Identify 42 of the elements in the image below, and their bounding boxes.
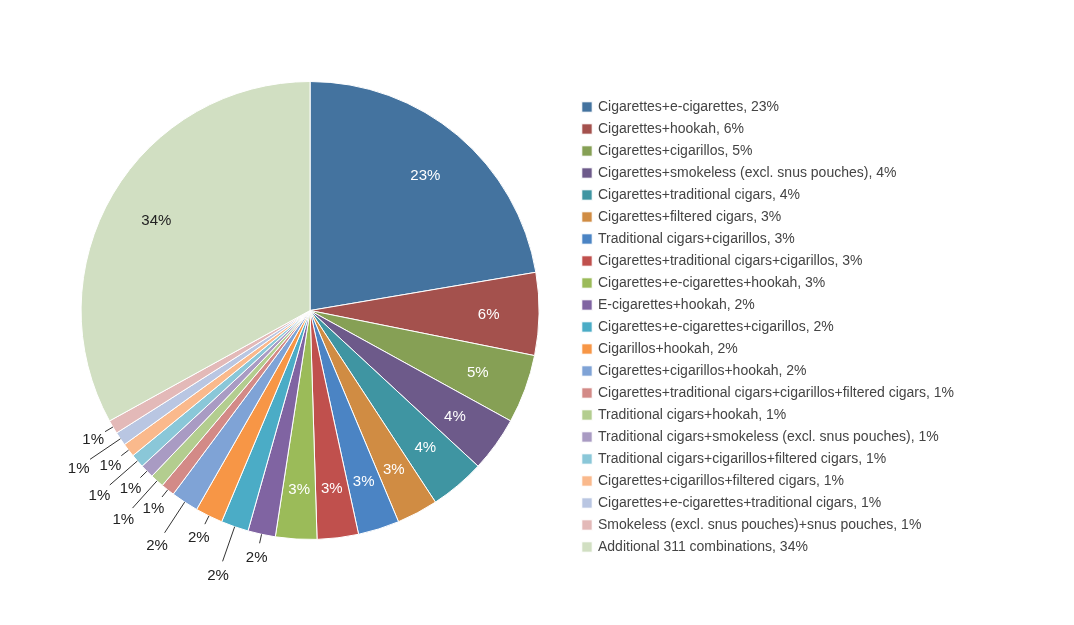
data-label: 2% bbox=[245, 548, 268, 566]
data-label: 4% bbox=[414, 438, 437, 456]
data-label: 1% bbox=[142, 499, 165, 517]
legend-label: Additional 311 combinations, 34% bbox=[598, 537, 808, 555]
legend-label: Cigarettes+filtered cigars, 3% bbox=[598, 207, 782, 225]
data-label: 1% bbox=[82, 430, 105, 448]
legend-label: Smokeless (excl. snus pouches)+snus pouches, 1% bbox=[598, 515, 922, 533]
data-label: 6% bbox=[477, 304, 500, 322]
data-label: 3% bbox=[382, 459, 405, 477]
data-label: 1% bbox=[88, 485, 111, 503]
legend-label: Cigarettes+e-cigarettes+hookah, 3% bbox=[598, 273, 826, 291]
data-label: 1% bbox=[112, 509, 135, 527]
data-label: 3% bbox=[288, 480, 311, 498]
data-label: 3% bbox=[320, 479, 343, 497]
legend-label: Traditional cigars+cigarillos+filtered cigars, 1% bbox=[598, 449, 887, 467]
data-label: 34% bbox=[141, 211, 172, 229]
legend-label: Cigarettes+smokeless (excl. snus pouches), 4% bbox=[598, 163, 897, 181]
data-label: 23% bbox=[410, 165, 441, 183]
data-label: 3% bbox=[352, 472, 375, 490]
data-label: 1% bbox=[119, 478, 142, 496]
legend-label: Cigarettes+cigarillos+filtered cigars, 1% bbox=[598, 471, 844, 489]
legend-label: Traditional cigars+smokeless (excl. snus pouches), 1% bbox=[598, 427, 939, 445]
legend-label: Cigarettes+cigarillos, 5% bbox=[598, 141, 753, 159]
data-label: 5% bbox=[466, 363, 489, 381]
data-label: 1% bbox=[67, 458, 90, 476]
legend-label: Cigarillos+hookah, 2% bbox=[598, 339, 738, 357]
data-label: 2% bbox=[146, 535, 168, 553]
legend-label: Cigarettes+traditional cigars+cigarillos+filtered cigars, 1% bbox=[598, 383, 955, 401]
legend-label: E-cigarettes+hookah, 2% bbox=[598, 295, 755, 313]
legend-label: Cigarettes+e-cigarettes, 23% bbox=[598, 97, 779, 115]
data-label: 1% bbox=[99, 455, 122, 473]
legend-label: Cigarettes+e-cigarettes+traditional cigars, 1% bbox=[598, 493, 882, 511]
data-label: 4% bbox=[444, 406, 466, 424]
legend-label: Traditional cigars+hookah, 1% bbox=[598, 405, 787, 423]
legend-label: Cigarettes+traditional cigars, 4% bbox=[598, 185, 800, 203]
legend-label: Cigarettes+cigarillos+hookah, 2% bbox=[598, 361, 807, 379]
legend-label: Traditional cigars+cigarillos, 3% bbox=[598, 229, 795, 247]
legend-label: Cigarettes+e-cigarettes+cigarillos, 2% bbox=[598, 317, 834, 335]
data-label: 2% bbox=[207, 565, 229, 583]
legend-label: Cigarettes+traditional cigars+cigarillos, 3% bbox=[598, 251, 863, 269]
data-label: 2% bbox=[187, 527, 210, 545]
legend-label: Cigarettes+hookah, 6% bbox=[598, 119, 744, 137]
